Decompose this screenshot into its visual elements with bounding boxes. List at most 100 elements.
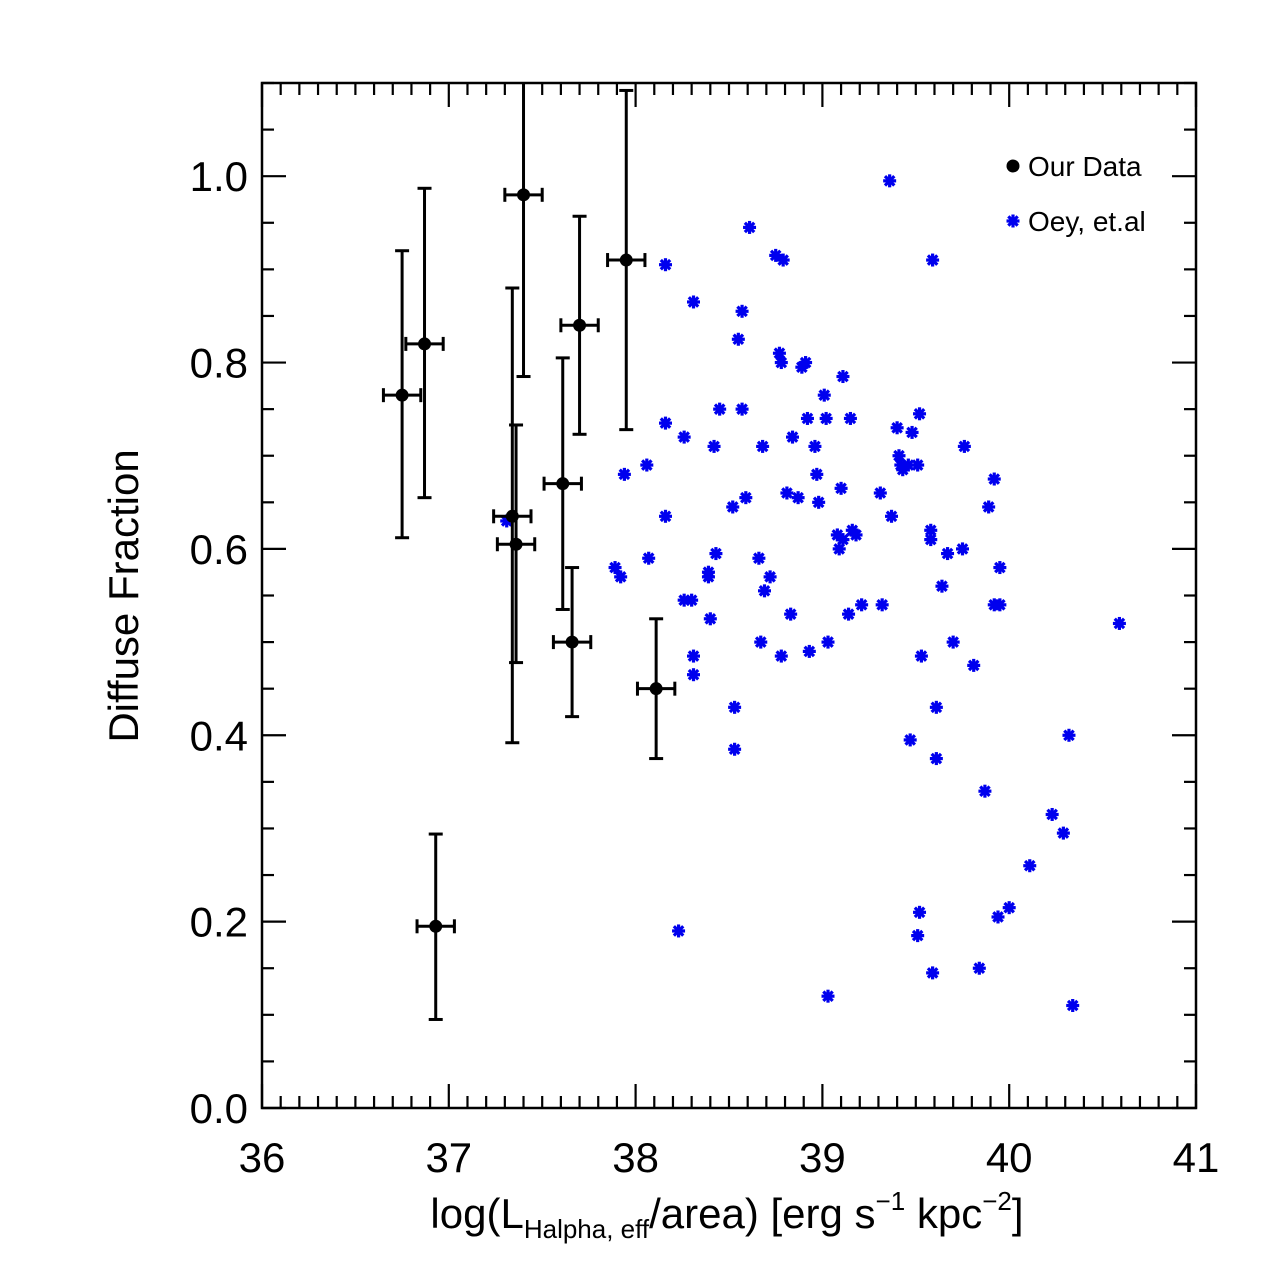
x-tick-label: 40: [986, 1134, 1033, 1181]
legend-oey-marker: [1006, 214, 1020, 228]
asterisk-stroke: [736, 305, 748, 318]
asterisk-stroke: [885, 510, 898, 523]
asterisk-stroke: [988, 473, 1001, 485]
x-tick-label: 36: [239, 1134, 286, 1181]
asterisk-stroke: [754, 636, 767, 648]
asterisk-stroke: [835, 482, 847, 495]
asterisk-stroke: [726, 501, 739, 513]
asterisk-stroke: [812, 496, 825, 509]
oey-point: [687, 295, 701, 309]
oey-point: [987, 472, 1001, 486]
oey-point: [707, 439, 721, 453]
asterisk-stroke: [992, 911, 1004, 923]
asterisk-stroke: [1066, 999, 1079, 1012]
oey-point: [926, 966, 940, 980]
our-data-point-group: [381, 249, 423, 540]
oey-point: [658, 416, 672, 430]
oey-point: [786, 430, 800, 444]
asterisk-stroke: [672, 925, 685, 937]
oey-point: [849, 528, 863, 542]
our-data-point-group: [404, 186, 445, 500]
x-axis-title-suffix: ]: [1012, 1190, 1024, 1237]
asterisk-stroke: [784, 608, 797, 620]
oey-point: [701, 565, 715, 579]
asterisk-stroke: [1113, 617, 1126, 630]
axis-tick-labels: 36 37 38 39 40 41 0.0 0.2 0.4 0.6 0.8 1.0: [190, 153, 1220, 1181]
asterisk-stroke: [1057, 827, 1070, 839]
asterisk-stroke: [994, 561, 1006, 574]
asterisk-stroke: [710, 547, 722, 560]
oey-point: [709, 547, 723, 561]
asterisk-stroke: [659, 258, 672, 271]
asterisk-stroke: [758, 585, 771, 597]
asterisk-stroke: [659, 510, 672, 523]
asterisk-stroke: [801, 412, 814, 425]
asterisk-stroke: [924, 533, 937, 546]
oey-point: [913, 407, 927, 421]
asterisk-stroke: [911, 929, 924, 942]
asterisk-stroke: [764, 571, 776, 583]
asterisk-stroke: [936, 580, 948, 592]
our-data-point-group: [415, 832, 456, 1021]
asterisk-stroke: [1046, 808, 1058, 821]
oey-point: [946, 635, 960, 649]
oey-point: [890, 421, 904, 435]
asterisk-stroke: [850, 529, 862, 541]
oey-point: [754, 635, 768, 649]
asterisk-stroke: [773, 347, 786, 360]
oey-point: [731, 332, 745, 346]
oey-point: [991, 910, 1005, 924]
asterisk-stroke: [687, 668, 700, 681]
oey-point: [819, 411, 833, 425]
y-tick-label: 1.0: [190, 153, 248, 200]
asterisk-stroke: [831, 529, 844, 541]
oey-point: [640, 458, 654, 472]
oey-point: [821, 989, 835, 1003]
our-data-point-group: [559, 214, 600, 436]
asterisk-stroke: [809, 440, 821, 453]
y-tick-label: 0.6: [190, 526, 248, 573]
asterisk-stroke: [876, 599, 888, 611]
asterisk-stroke: [855, 599, 868, 611]
x-axis-title-sup2: −2: [982, 1186, 1012, 1216]
x-axis-title-sup1: −1: [876, 1186, 906, 1216]
oey-point: [967, 658, 981, 672]
oey-point: [982, 500, 996, 514]
asterisk-stroke: [982, 501, 995, 513]
oey-point: [685, 593, 699, 607]
oey-point: [672, 924, 686, 938]
oey-point: [978, 784, 992, 798]
our-data-point-group: [551, 566, 593, 719]
oey-point: [617, 467, 631, 481]
x-axis-title-subscript: Halpha, eff: [524, 1214, 650, 1244]
legend-our-data-marker: [1006, 159, 1020, 173]
oey-point: [1045, 807, 1059, 821]
our-data-point: [649, 682, 663, 696]
plot-frame: [260, 81, 1198, 1110]
asterisk-stroke: [926, 254, 939, 266]
asterisk-stroke: [906, 426, 918, 439]
asterisk-stroke: [728, 701, 741, 714]
our-data-point-group: [503, 83, 544, 379]
x-axis-title-middle: /area) [erg s: [649, 1190, 875, 1237]
asterisk-stroke: [1007, 215, 1019, 227]
asterisk-stroke: [609, 561, 621, 574]
oey-point: [677, 430, 691, 444]
asterisk-stroke: [891, 421, 903, 434]
oey-point: [756, 439, 770, 453]
oey-point: [658, 258, 672, 272]
oey-point: [713, 402, 727, 416]
asterisk-stroke: [956, 543, 969, 555]
oey-point: [993, 598, 1007, 612]
oey-point: [791, 491, 805, 505]
oey-point: [726, 500, 740, 514]
oey-point: [836, 533, 850, 547]
oey-point: [924, 533, 938, 547]
oey-point: [821, 635, 835, 649]
oey-point: [836, 370, 850, 384]
oey-point: [843, 411, 857, 425]
oey-point: [735, 402, 749, 416]
asterisk-stroke: [844, 412, 857, 425]
our-data-point-group: [542, 356, 583, 611]
oey-point: [812, 495, 826, 509]
